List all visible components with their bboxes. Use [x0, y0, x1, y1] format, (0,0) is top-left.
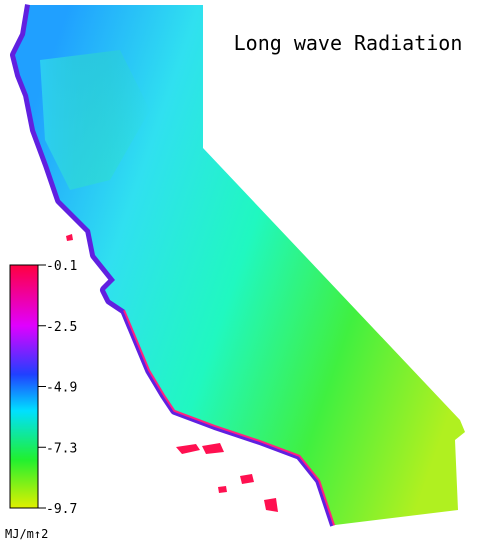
islands [66, 234, 278, 512]
colorbar: -0.1 -2.5 -4.9 -7.3 -9.7 [9, 259, 77, 517]
colorbar-tick-label: -7.3 [46, 441, 77, 456]
california-map [10, 4, 465, 527]
island [218, 486, 227, 493]
island [202, 443, 224, 454]
colorbar-tick-label: -9.7 [46, 502, 77, 517]
colorbar-tick-label: -2.5 [46, 320, 77, 335]
colorbar-tick-label: -0.1 [46, 259, 77, 274]
colorbar-scale [9, 264, 39, 509]
island [66, 234, 73, 241]
island [176, 444, 200, 454]
north-shade [40, 50, 150, 190]
island [240, 474, 254, 484]
map-title: Long wave Radiation [234, 31, 463, 55]
colorbar-tick-label: -4.9 [46, 381, 77, 396]
colorbar-unit: MJ/m↑2 [5, 527, 48, 541]
island [264, 498, 278, 512]
